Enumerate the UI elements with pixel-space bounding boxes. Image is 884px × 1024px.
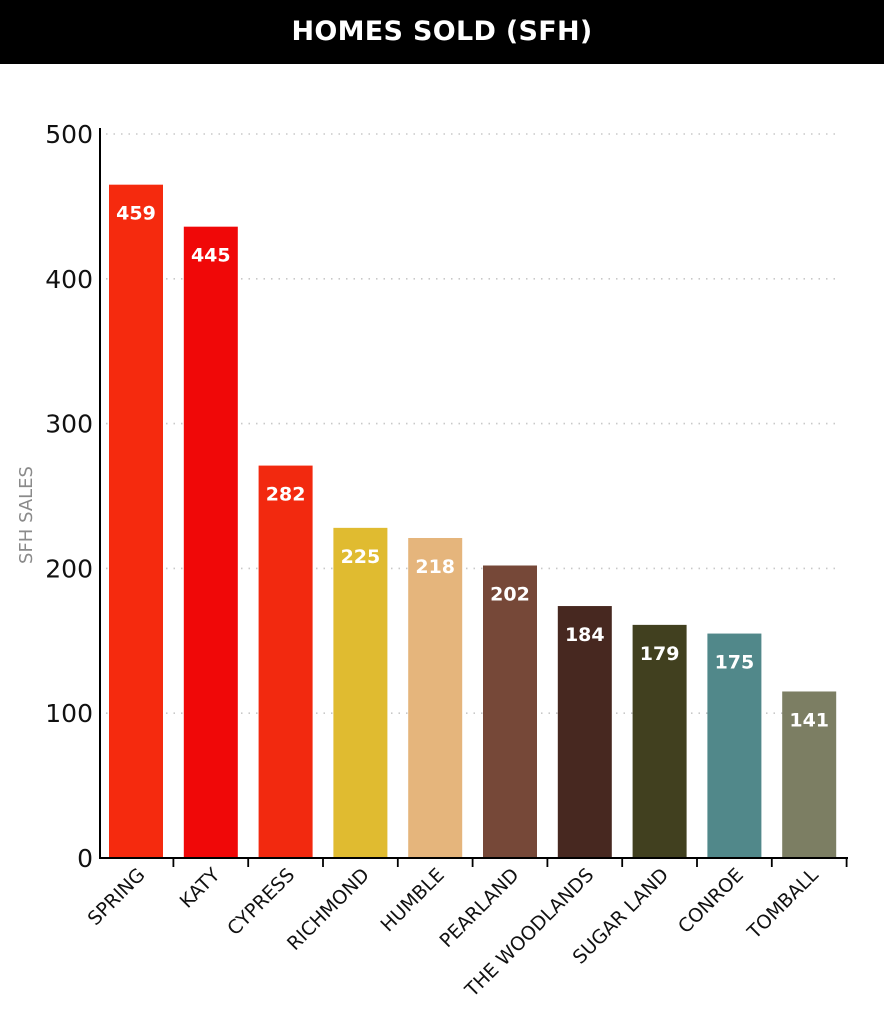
data-label: 141 [789,709,829,731]
y-tick-label: 0 [77,844,93,873]
data-label: 218 [415,556,455,578]
title-bar: HOMES SOLD (SFH) [0,0,884,64]
x-tick-label: KATY [176,864,225,913]
data-label: 179 [640,643,680,665]
y-axis-title: SFH SALES [16,466,37,564]
bar [632,624,687,858]
y-tick-label: 500 [45,120,93,149]
bar [183,226,238,858]
y-tick-label: 100 [45,699,93,728]
bar [258,465,313,858]
bar [483,565,537,858]
bar [333,527,388,858]
x-tick-label: CYPRESS [223,864,299,940]
data-label: 459 [116,203,156,225]
y-tick-label: 200 [45,554,93,583]
x-tick-label: THE WOODLANDS [460,864,598,1002]
chart-title: HOMES SOLD (SFH) [291,16,593,47]
x-tick-label: HUMBLE [376,864,448,936]
x-tick-label: TOMBALL [743,864,823,944]
data-label: 445 [191,245,231,267]
bar [109,184,163,858]
data-label: 175 [715,652,755,674]
y-tick-label: 400 [45,265,93,294]
x-tick-label: CONROE [674,864,748,938]
data-label: 282 [266,484,306,506]
data-label: 225 [341,546,381,568]
bar [557,606,612,858]
data-label: 184 [565,624,605,646]
x-tick-label: SPRING [84,864,150,930]
data-label: 202 [490,584,530,606]
bar [782,691,837,858]
y-tick-label: 300 [45,410,93,439]
bar [408,537,463,858]
bar [707,633,762,858]
